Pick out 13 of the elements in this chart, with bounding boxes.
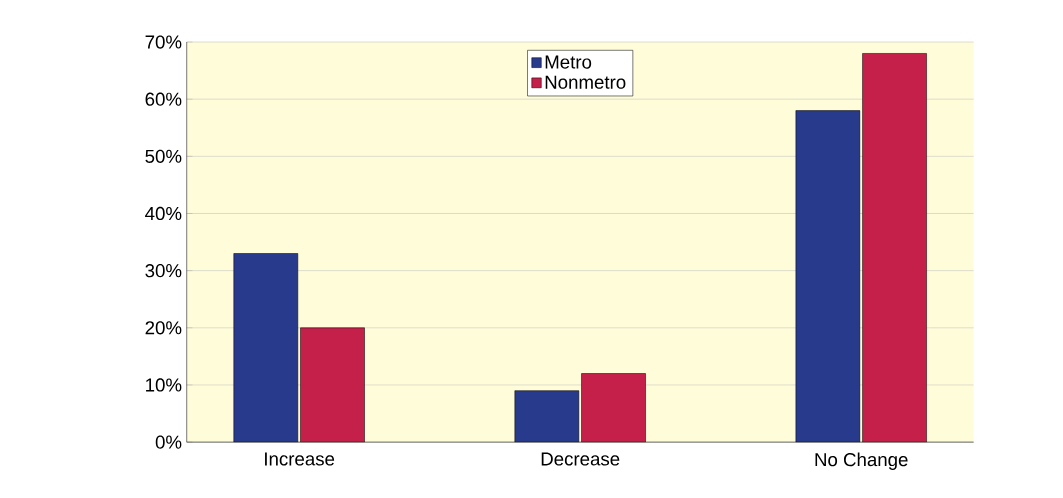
x-tick-label: Increase: [265, 452, 335, 466]
y-tick-label: 50%: [145, 149, 182, 163]
legend-label: Metro: [545, 55, 592, 69]
y-tick-label: 70%: [145, 35, 182, 49]
y-tick-label: 30%: [145, 263, 182, 278]
x-tick-label: No Change: [815, 452, 908, 470]
y-tick-label: 0%: [155, 435, 182, 449]
y-tick-label: 20%: [145, 321, 182, 335]
legend-label: Nonmetro: [545, 75, 626, 89]
x-tick-label: Decrease: [541, 452, 620, 466]
y-tick-label: 60%: [145, 92, 182, 106]
y-tick-label: 40%: [145, 206, 182, 221]
y-tick-label: 10%: [146, 378, 182, 392]
